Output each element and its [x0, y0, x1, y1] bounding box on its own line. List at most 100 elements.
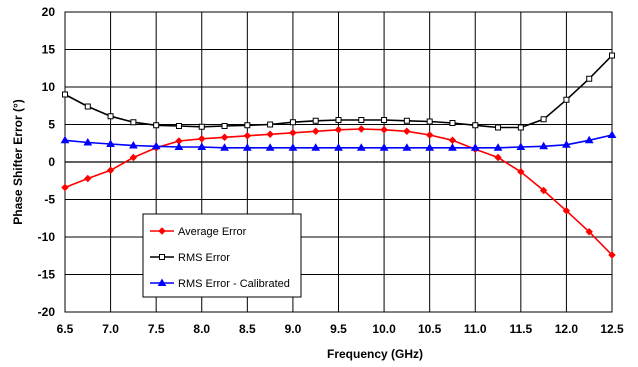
data-point-rms-error [495, 124, 502, 131]
data-point-rms-error [62, 91, 68, 98]
x-tick-label: 11.0 [464, 322, 487, 336]
data-point-average-error [539, 186, 548, 195]
data-point-rms-error [609, 52, 615, 59]
data-point-rms-error-calibrated [470, 143, 480, 151]
data-point-average-error [198, 135, 206, 143]
data-point-rms-error-calibrated [539, 141, 548, 150]
data-point-average-error [425, 131, 434, 139]
data-point-rms-error-calibrated [174, 142, 184, 150]
x-tick-label: 9.5 [330, 322, 347, 336]
data-point-rms-error [244, 122, 251, 129]
data-point-average-error [129, 153, 138, 162]
data-point-rms-error-calibrated [402, 143, 412, 151]
data-point-rms-error [517, 124, 524, 131]
y-tick-label: -15 [38, 268, 56, 282]
data-point-average-error [243, 132, 252, 140]
data-point-average-error [106, 166, 115, 174]
legend-marker-rms-error [159, 254, 165, 260]
data-point-rms-error [472, 122, 479, 129]
data-point-rms-error-calibrated [197, 142, 207, 150]
data-point-average-error [448, 136, 457, 144]
x-tick-label: 9.0 [285, 322, 302, 336]
data-point-average-error [608, 251, 616, 259]
data-point-rms-error-calibrated [265, 143, 275, 151]
data-point-average-error [494, 153, 502, 162]
data-point-rms-error [130, 119, 137, 126]
data-point-average-error [266, 130, 274, 138]
data-point-rms-error [198, 123, 205, 130]
data-point-rms-error [449, 120, 456, 126]
data-point-rms-error-calibrated [83, 138, 93, 146]
x-tick-label: 10.0 [372, 322, 396, 336]
x-tick-labels: 6.5 7.0 7.5 8.0 8.5 9.0 9.5 10.0 10.5 11.0 11.5 12.… [57, 322, 624, 336]
data-point-rms-error [358, 117, 365, 123]
data-point-rms-error-calibrated [288, 143, 298, 151]
data-point-rms-error [289, 119, 296, 126]
legend-label-rms-error-calibrated: RMS Error - Calibrated [178, 278, 290, 290]
data-point-rms-error [221, 123, 228, 129]
data-point-average-error [312, 127, 320, 135]
data-point-average-error [403, 127, 411, 135]
data-point-rms-error-calibrated [334, 143, 343, 151]
data-point-rms-error-calibrated [448, 143, 457, 151]
series-layer [60, 52, 617, 259]
data-point-rms-error [403, 117, 410, 124]
data-point-rms-error-calibrated [356, 143, 366, 151]
y-tick-label: 20 [42, 5, 56, 19]
legend-label-rms-error: RMS Error [178, 252, 230, 264]
x-tick-label: 11.5 [509, 322, 532, 336]
x-tick-label: 10.5 [418, 322, 442, 336]
y-tick-label: -5 [44, 193, 55, 207]
data-point-rms-error [381, 117, 388, 123]
y-tick-label: -20 [38, 305, 56, 319]
data-point-rms-error-calibrated [242, 143, 252, 151]
y-axis-title: Phase Shifter Error (°) [11, 99, 25, 225]
series-rms-error-calibrated [60, 130, 617, 151]
data-point-rms-error-calibrated [425, 143, 435, 151]
x-tick-label: 8.0 [193, 322, 210, 336]
data-point-rms-error [586, 75, 593, 82]
x-tick-label: 12.5 [600, 322, 624, 336]
legend-marker-average-error [158, 227, 166, 235]
data-point-rms-error [107, 113, 114, 120]
legend-label-average-error: Average Error [178, 226, 247, 238]
legend-marker-rms-error-calibrated [157, 278, 167, 286]
data-point-rms-error [175, 123, 182, 129]
data-point-rms-error-calibrated [562, 140, 571, 148]
data-point-rms-error-calibrated [220, 143, 229, 151]
x-tick-label: 6.5 [57, 322, 74, 336]
y-tick-label: 5 [48, 118, 55, 132]
data-point-average-error [61, 183, 69, 192]
data-point-rms-error [84, 103, 91, 110]
y-tick-label: -10 [38, 230, 56, 244]
data-point-rms-error [267, 121, 274, 128]
x-tick-label: 8.5 [239, 322, 256, 336]
data-point-average-error [517, 168, 525, 176]
legend: Average Error RMS Error RMS Error - Calibr… [142, 213, 302, 298]
x-tick-label: 12.0 [555, 322, 579, 336]
data-point-rms-error-calibrated [129, 141, 138, 149]
x-tick-label: 7.5 [148, 322, 165, 336]
data-point-rms-error-calibrated [516, 142, 526, 150]
data-point-rms-error [335, 117, 342, 123]
data-point-rms-error [426, 118, 433, 125]
data-point-rms-error-calibrated [106, 139, 115, 147]
data-point-rms-error-calibrated [607, 130, 617, 138]
data-point-rms-error [153, 122, 160, 129]
data-point-rms-error [312, 117, 319, 124]
data-point-average-error [380, 126, 388, 134]
y-tick-label: 15 [42, 43, 56, 57]
y-tick-label: 10 [42, 80, 56, 94]
data-point-rms-error-calibrated [379, 143, 389, 151]
data-point-average-error [357, 125, 365, 133]
data-point-average-error [334, 126, 343, 134]
data-point-rms-error-calibrated [493, 143, 503, 151]
data-point-average-error [84, 174, 92, 183]
series-rms-error [62, 52, 615, 131]
data-point-average-error [220, 133, 229, 141]
x-tick-label: 7.0 [102, 322, 119, 336]
data-point-average-error [289, 129, 297, 137]
data-point-rms-error-calibrated [584, 135, 594, 144]
